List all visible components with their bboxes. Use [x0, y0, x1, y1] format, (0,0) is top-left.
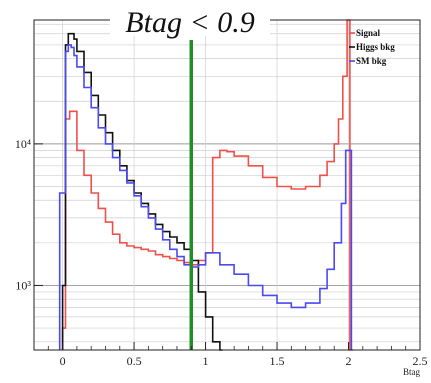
x-axis-title: Btag [403, 367, 420, 377]
series-sm-bkg-line [58, 44, 353, 350]
chart-title: Btag < 0.9 [125, 6, 254, 39]
legend: Signal Higgs bkg SM bkg [349, 28, 395, 66]
legend-label-signal: Signal [356, 28, 381, 38]
legend-label-higgs-bkg: Higgs bkg [356, 42, 395, 52]
legend-label-sm-bkg: SM bkg [356, 56, 387, 66]
x-tick-label: 0 [60, 354, 66, 368]
x-tick-label: 0.5 [127, 354, 142, 368]
title-backdrop [110, 6, 270, 36]
x-tick-label: 2 [346, 354, 352, 368]
tick-labels: 0 0.5 1 1.5 2 2.5 10³ 10⁴ [15, 137, 428, 368]
x-tick-label: 2.5 [413, 354, 428, 368]
plot-background [34, 20, 420, 350]
axis-ticks [33, 143, 421, 350]
x-tick-label: 1 [203, 354, 209, 368]
x-tick-label: 1.5 [270, 354, 285, 368]
y-tick-label: 10³ [15, 278, 31, 292]
y-tick-label: 10⁴ [15, 137, 31, 151]
